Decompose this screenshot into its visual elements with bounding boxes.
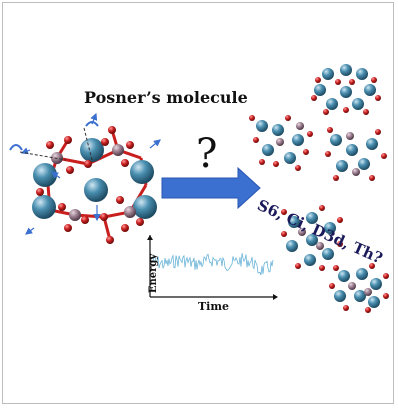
plot-y-label: Energy [148, 253, 160, 294]
plot-x-label: Time [198, 300, 230, 313]
energy-plot [147, 235, 278, 300]
cluster-right-middle [325, 127, 387, 181]
cluster-lower-middle [281, 205, 343, 271]
cluster-left-middle [249, 115, 313, 171]
posner-molecule [9, 112, 161, 244]
figure-frame [2, 2, 394, 404]
cluster-top-right [311, 64, 381, 115]
cluster-bottom-right [329, 263, 389, 313]
question-mark: ? [196, 131, 218, 177]
energy-trace [151, 253, 274, 276]
transform-arrow [161, 166, 261, 210]
figure-title: Posner’s molecule [84, 88, 248, 107]
